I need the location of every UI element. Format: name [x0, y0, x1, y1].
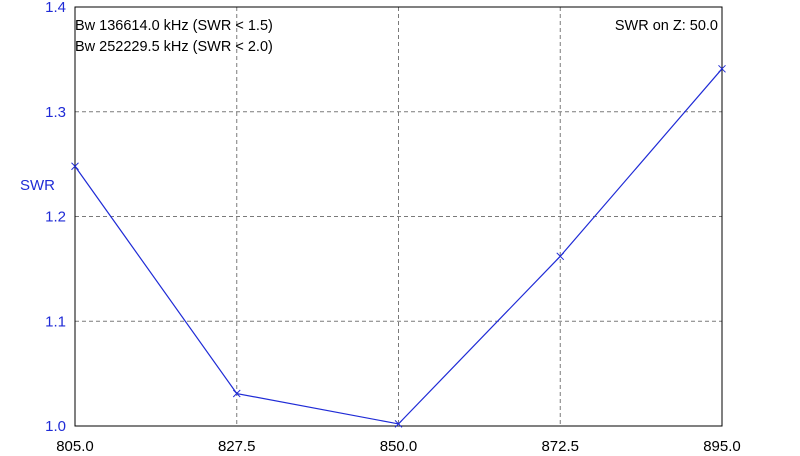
y-tick-label: 1.0 [45, 418, 66, 435]
x-tick-label: 850.0 [380, 438, 418, 455]
data-point-marker [232, 389, 241, 398]
y-tick-label: 1.3 [45, 104, 66, 121]
x-tick-label: 895.0 [703, 438, 741, 455]
x-tick-label: 805.0 [56, 438, 94, 455]
marker-stroke [71, 162, 79, 171]
data-point-marker [556, 252, 565, 261]
x-tick-label: 872.5 [541, 438, 579, 455]
marker-stroke [718, 64, 726, 73]
marker-stroke [556, 252, 565, 261]
bandwidth-swr-2-0: Bw 252229.5 kHz (SWR < 2.0) [75, 39, 273, 55]
marker-stroke [394, 420, 403, 428]
x-tick-label: 827.5 [218, 438, 256, 455]
y-tick-label: 1.1 [45, 313, 66, 330]
plot-frame [74, 6, 723, 427]
grid-lines [75, 7, 722, 426]
data-point-marker [394, 420, 403, 428]
y-tick-label: 1.4 [45, 0, 66, 16]
data-point-marker [718, 64, 726, 73]
y-axis-label: SWR [20, 177, 55, 194]
data-point-marker [71, 162, 79, 171]
tick-labels: 805.0 827.5 850.0 872.5 895.0 1.0 1.1 1.2 1.3 1.4 [45, 0, 741, 455]
bandwidth-swr-1-5: Bw 136614.0 kHz (SWR < 1.5) [75, 18, 273, 34]
marker-stroke [232, 389, 241, 398]
impedance-label: SWR on Z: 50.0 [615, 18, 718, 34]
series-group [71, 64, 726, 428]
y-tick-label: 1.2 [45, 209, 66, 226]
